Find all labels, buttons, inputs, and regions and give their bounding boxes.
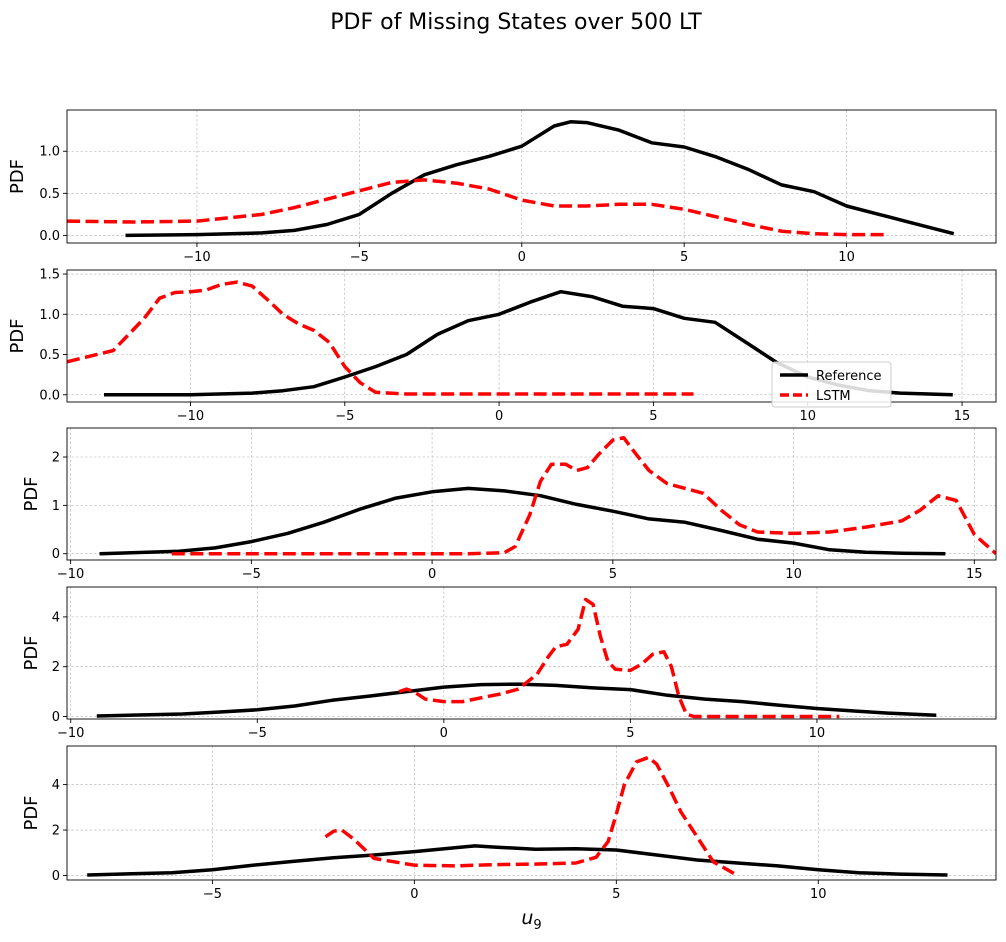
reference-series-line bbox=[125, 120, 955, 238]
x-tick-label: 5 bbox=[680, 250, 688, 265]
y-tick-label: 0.5 bbox=[39, 187, 60, 202]
y-tick-label: 0.0 bbox=[39, 229, 60, 244]
panel-4: −10 −5 0 5 10 0 2 4 PDF bbox=[21, 586, 997, 741]
x-axis-label: u9 bbox=[521, 907, 541, 933]
x-tick-label: 0 bbox=[440, 726, 448, 741]
x-tick-label: −10 bbox=[57, 726, 84, 741]
panel-3: −10 −5 0 5 10 15 0 1 2 PDF bbox=[21, 427, 997, 582]
x-tick-label: 5 bbox=[626, 726, 634, 741]
x-tick-label: 15 bbox=[966, 567, 983, 582]
x-axis-label-base: u bbox=[521, 907, 533, 929]
lstm-series-line bbox=[398, 597, 840, 719]
y-tick-label: 0 bbox=[52, 710, 60, 725]
y-tick-label: 2 bbox=[52, 660, 60, 675]
lstm-series-line bbox=[67, 280, 694, 396]
y-axis-label: PDF bbox=[7, 159, 28, 194]
x-tick-label: −10 bbox=[57, 567, 84, 582]
x-tick-label: 10 bbox=[838, 250, 855, 265]
y-axis-label: PDF bbox=[7, 318, 28, 353]
y-tick-label: 4 bbox=[52, 778, 60, 793]
x-tick-label: 5 bbox=[612, 887, 620, 902]
panel-1: −10 −5 0 5 10 0.0 0.5 1.0 PDF bbox=[7, 109, 997, 265]
x-tick-label: 0 bbox=[518, 250, 526, 265]
axes-frame bbox=[66, 269, 997, 403]
x-tick-label: 5 bbox=[609, 567, 617, 582]
x-tick-label: −10 bbox=[177, 409, 204, 424]
x-tick-label: 5 bbox=[649, 409, 657, 424]
axes-frame bbox=[66, 427, 997, 561]
lstm-series-line bbox=[324, 755, 739, 878]
x-tick-label: −5 bbox=[248, 726, 267, 741]
y-tick-label: 1 bbox=[52, 499, 60, 514]
legend-label: Reference bbox=[816, 369, 881, 384]
reference-series-line bbox=[99, 486, 946, 556]
figure-title: PDF of Missing States over 500 LT bbox=[330, 10, 702, 35]
y-tick-label: 4 bbox=[52, 610, 60, 625]
x-tick-label: 10 bbox=[809, 726, 826, 741]
panel-5: −5 0 5 10 0 2 4 PDF u9 bbox=[21, 745, 997, 933]
axes-frame bbox=[66, 109, 997, 244]
axes-frame bbox=[66, 745, 997, 881]
x-tick-label: 0 bbox=[428, 567, 436, 582]
y-tick-label: 1.0 bbox=[39, 308, 60, 323]
x-tick-label: −5 bbox=[242, 567, 261, 582]
x-tick-label: −10 bbox=[183, 250, 210, 265]
x-tick-label: 10 bbox=[810, 887, 827, 902]
reference-series-line bbox=[87, 844, 948, 877]
x-tick-label: 10 bbox=[799, 409, 816, 424]
x-tick-label: −5 bbox=[203, 887, 222, 902]
y-tick-label: 2 bbox=[52, 451, 60, 466]
y-axis-label: PDF bbox=[21, 795, 42, 830]
y-tick-label: 1.5 bbox=[39, 268, 60, 283]
x-axis-label-subscript: 9 bbox=[533, 918, 541, 933]
legend: Reference LSTM bbox=[771, 361, 892, 408]
x-tick-label: −5 bbox=[335, 409, 354, 424]
lstm-series-line bbox=[171, 435, 996, 556]
x-tick-label: 0 bbox=[495, 409, 503, 424]
y-tick-label: 0.5 bbox=[39, 348, 60, 363]
y-axis-label: PDF bbox=[21, 635, 42, 670]
x-tick-label: 0 bbox=[410, 887, 418, 902]
x-tick-label: 15 bbox=[954, 409, 971, 424]
y-axis-label: PDF bbox=[21, 476, 42, 511]
y-tick-label: 1.0 bbox=[39, 145, 60, 160]
axes-frame bbox=[66, 586, 997, 720]
legend-label: LSTM bbox=[816, 389, 851, 404]
y-tick-label: 0 bbox=[52, 547, 60, 562]
y-tick-label: 0.0 bbox=[39, 388, 60, 403]
reference-series-line bbox=[96, 682, 937, 718]
x-tick-label: 10 bbox=[785, 567, 802, 582]
y-tick-label: 0 bbox=[52, 869, 60, 884]
x-tick-label: −5 bbox=[350, 250, 369, 265]
y-tick-label: 2 bbox=[52, 824, 60, 839]
